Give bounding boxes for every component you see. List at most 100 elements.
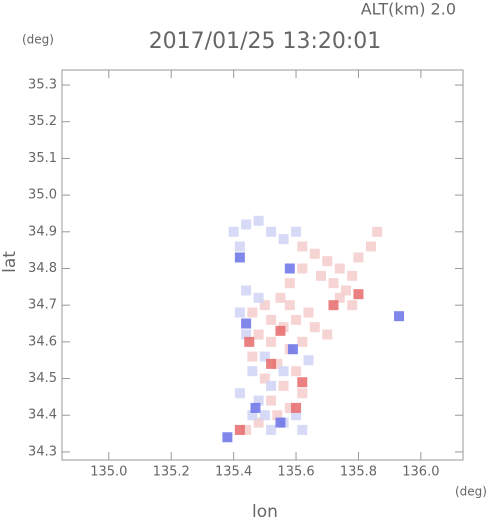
echo-cell xyxy=(259,410,270,421)
echo-cell xyxy=(250,402,261,413)
echo-cell xyxy=(234,388,245,399)
y-tick-label: 34.4 xyxy=(28,408,57,423)
altitude-label: ALT(km) 2.0 xyxy=(361,0,456,19)
y-tick-label: 34.8 xyxy=(28,261,57,276)
echo-cell xyxy=(272,358,283,369)
y-tick-label: 35.3 xyxy=(28,78,57,93)
echo-cell xyxy=(278,366,289,377)
echo-cell xyxy=(241,318,252,329)
echo-cell xyxy=(278,234,289,245)
echo-cell xyxy=(291,226,302,237)
x-unit: (deg) xyxy=(455,485,487,499)
echo-cell xyxy=(297,424,308,435)
y-tick-label: 34.5 xyxy=(28,371,57,386)
echo-cell xyxy=(275,325,286,336)
echo-cell xyxy=(297,377,308,388)
echo-cell xyxy=(222,432,233,443)
echo-cell xyxy=(228,226,239,237)
echo-cell xyxy=(303,307,314,318)
y-tick-label: 34.6 xyxy=(28,334,57,349)
echo-cell xyxy=(291,366,302,377)
echo-cell xyxy=(322,256,333,267)
echo-cell xyxy=(247,307,258,318)
chart-title: 2017/01/25 13:20:01 xyxy=(149,29,382,54)
echo-cell xyxy=(340,285,351,296)
echo-cell xyxy=(253,292,264,303)
echo-cell xyxy=(353,289,364,300)
echo-cell xyxy=(328,300,339,311)
echo-cell xyxy=(297,388,308,399)
echo-cell xyxy=(291,410,302,421)
echo-cell xyxy=(259,351,270,362)
echo-cell xyxy=(334,263,345,274)
x-tick-label: 136.0 xyxy=(402,465,439,480)
echo-cell xyxy=(244,336,255,347)
y-tick-label: 35.0 xyxy=(28,188,57,203)
echo-cell xyxy=(266,314,277,325)
y-tick-label: 35.2 xyxy=(28,114,57,129)
echo-cell xyxy=(284,263,295,274)
echo-cell xyxy=(234,241,245,252)
echo-cell xyxy=(247,351,258,362)
echo-cell xyxy=(253,215,264,226)
echo-cell xyxy=(297,241,308,252)
echo-cell xyxy=(394,311,405,322)
echo-cell xyxy=(284,278,295,289)
echo-cell xyxy=(253,417,264,428)
y-unit: (deg) xyxy=(22,33,54,47)
echo-cell xyxy=(266,336,277,347)
y-tick-label: 34.9 xyxy=(28,224,57,239)
echo-cell xyxy=(259,300,270,311)
y-tick-label: 34.3 xyxy=(28,444,57,459)
echo-cell xyxy=(247,410,258,421)
x-axis-label: lon xyxy=(252,502,278,521)
echo-cell xyxy=(266,226,277,237)
echo-cell xyxy=(303,355,314,366)
echo-cell xyxy=(328,278,339,289)
y-tick-label: 35.1 xyxy=(28,151,57,166)
echo-cell xyxy=(353,252,364,263)
echo-cell xyxy=(275,292,286,303)
plot-frame xyxy=(61,69,464,461)
echo-cell xyxy=(322,329,333,340)
x-tick-label: 135.0 xyxy=(90,465,127,480)
echo-cell xyxy=(365,241,376,252)
echo-cell xyxy=(278,380,289,391)
echo-cell xyxy=(316,270,327,281)
echo-cell xyxy=(287,344,298,355)
echo-cell xyxy=(297,336,308,347)
echo-cell xyxy=(266,380,277,391)
echo-cell xyxy=(347,270,358,281)
echo-cell xyxy=(291,402,302,413)
x-tick-label: 135.6 xyxy=(277,465,314,480)
echo-cell xyxy=(253,329,264,340)
echo-cell xyxy=(241,285,252,296)
echo-cell xyxy=(241,219,252,230)
echo-cell xyxy=(334,292,345,303)
y-axis-label: lat xyxy=(0,251,20,273)
echo-cell xyxy=(309,248,320,259)
echo-cell xyxy=(347,300,358,311)
echo-cell xyxy=(247,366,258,377)
x-tick-label: 135.8 xyxy=(340,465,377,480)
echo-cell xyxy=(253,395,264,406)
echo-cell xyxy=(241,329,252,340)
echo-cell xyxy=(275,417,286,428)
x-tick-label: 135.2 xyxy=(153,465,190,480)
echo-cell xyxy=(291,314,302,325)
echo-cell xyxy=(372,226,383,237)
echo-cell xyxy=(266,358,277,369)
echo-cell xyxy=(266,395,277,406)
x-tick-label: 135.4 xyxy=(215,465,252,480)
echo-cell xyxy=(297,263,308,274)
echo-cell xyxy=(234,307,245,318)
y-tick-label: 34.7 xyxy=(28,298,57,313)
echo-cell xyxy=(259,373,270,384)
echo-cell xyxy=(272,410,283,421)
echo-cell xyxy=(284,402,295,413)
echo-cell xyxy=(234,424,245,435)
echo-cell xyxy=(284,300,295,311)
echo-cell xyxy=(241,424,252,435)
echo-cell xyxy=(234,252,245,263)
